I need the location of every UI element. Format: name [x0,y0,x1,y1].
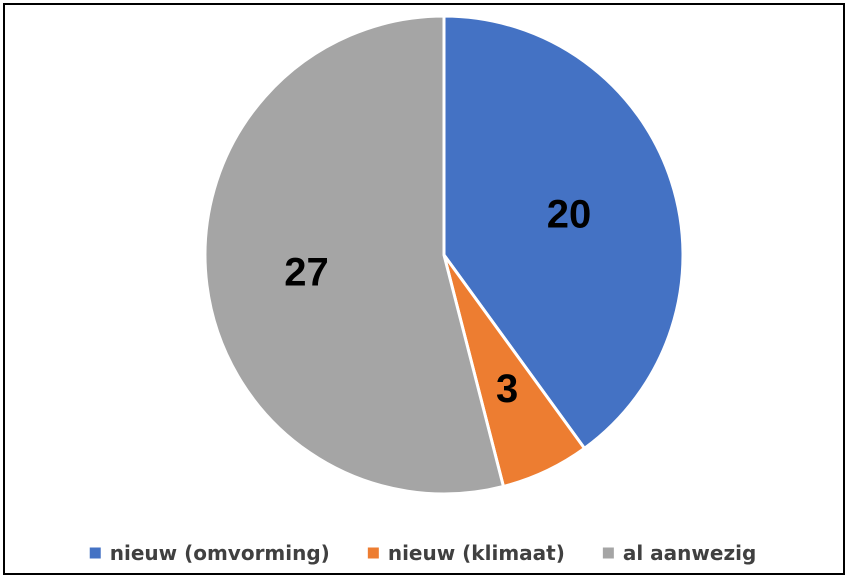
pie-slice-3 [203,14,505,496]
legend-swatch-2 [367,547,379,559]
legend-label-2: nieuw (klimaat) [388,541,565,565]
pie-data-labels: 20 3 27 [284,192,591,411]
data-label-2: 3 [496,367,518,411]
legend-label-1: nieuw (omvorming) [110,541,330,565]
legend: nieuw (omvorming) nieuw (klimaat) al aanwe… [89,541,756,565]
data-label-1: 20 [547,192,592,236]
pie-slices [203,14,685,496]
legend-swatch-3 [602,547,614,559]
data-label-3: 27 [284,250,329,294]
legend-swatch-1 [89,547,101,559]
pie-slice-1 [442,14,685,450]
legend-label-3: al aanwezig [623,541,756,565]
